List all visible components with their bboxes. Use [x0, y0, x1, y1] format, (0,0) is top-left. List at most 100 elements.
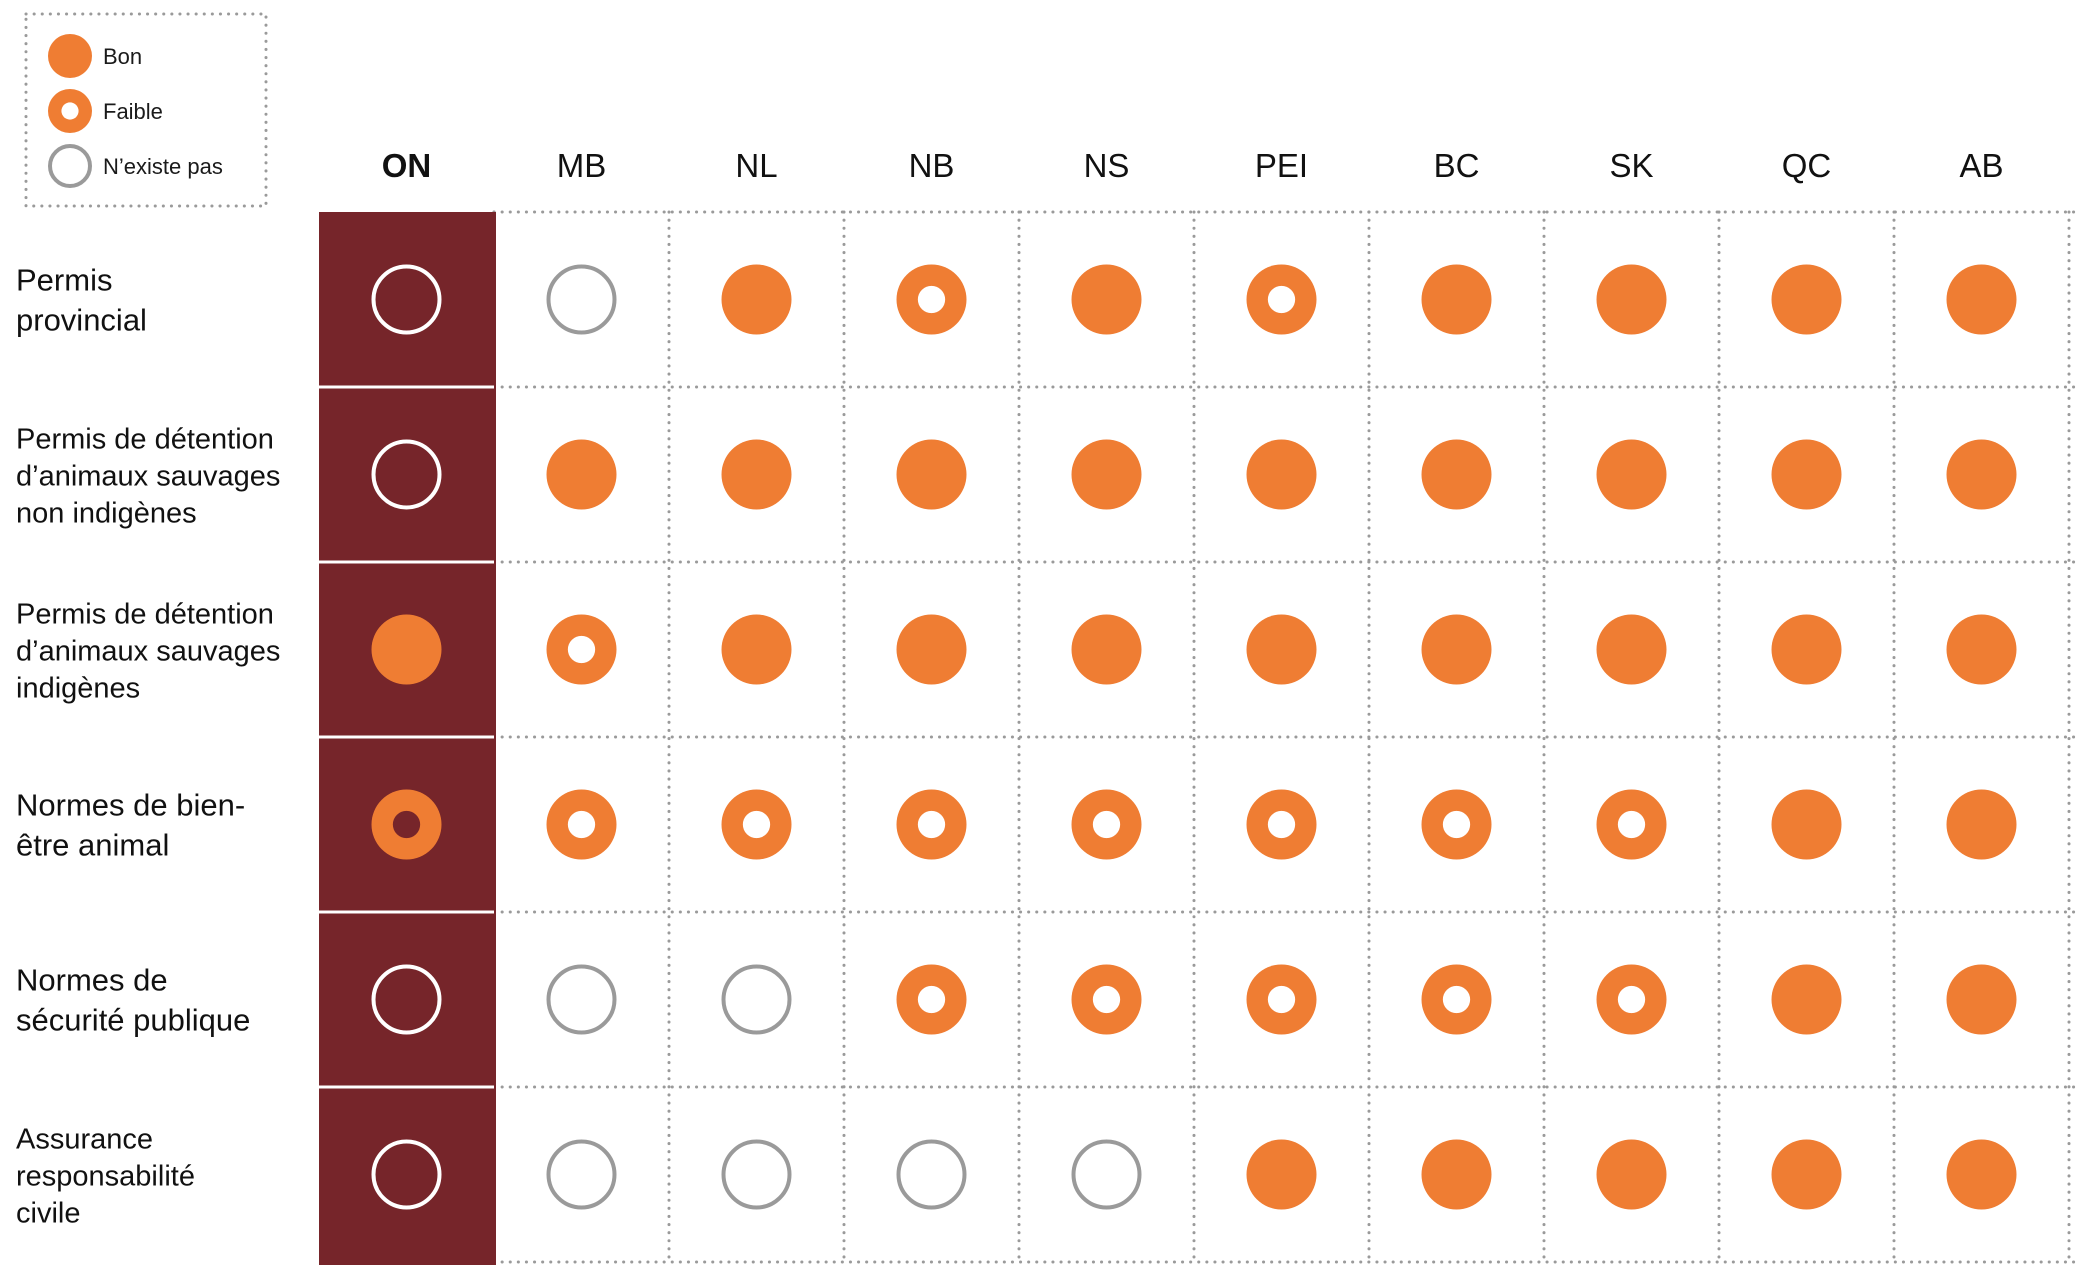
legend-label-good: Bon: [103, 44, 142, 69]
status-weak-dot-center: [1267, 985, 1296, 1014]
column-header-nl: NL: [735, 147, 777, 184]
status-weak-dot-center: [1442, 985, 1471, 1014]
status-good-dot: [1946, 439, 2017, 510]
status-weak-dot-center: [917, 285, 946, 314]
status-good-dot: [1771, 439, 1842, 510]
status-good-dot: [1246, 439, 1317, 510]
status-good-dot: [1771, 614, 1842, 685]
row-label-line: Permis de détention: [16, 599, 274, 631]
status-none-ring: [48, 144, 92, 188]
status-none-ring: [546, 1139, 617, 1210]
status-good-dot: [1946, 1139, 2017, 1210]
status-weak-dot-center: [742, 810, 771, 839]
column-header-nb: NB: [909, 147, 955, 184]
status-weak-dot-center: [1092, 985, 1121, 1014]
status-good-dot: [1771, 964, 1842, 1035]
status-good-dot: [1421, 614, 1492, 685]
status-good-dot: [1596, 439, 1667, 510]
status-none-ring: [721, 964, 792, 1035]
status-good-dot: [546, 439, 617, 510]
status-none-ring: [371, 1139, 442, 1210]
status-good-dot: [1946, 789, 2017, 860]
status-good-dot: [1071, 614, 1142, 685]
status-none-ring: [721, 1139, 792, 1210]
status-weak-dot-center: [1617, 810, 1646, 839]
status-weak-dot-center: [567, 810, 596, 839]
status-good-dot: [896, 439, 967, 510]
status-none-ring: [546, 964, 617, 1035]
row-label: Permis de détention d’animaux sauvages non…: [16, 424, 280, 530]
status-weak-dot-center: [1267, 285, 1296, 314]
grid-lines: [492, 210, 2081, 1264]
column-header-ns: NS: [1084, 147, 1130, 184]
row-label-line: Normes de: [16, 963, 168, 998]
status-good-dot: [1771, 789, 1842, 860]
status-good-dot: [1596, 1139, 1667, 1210]
row-label-line: Permis: [16, 263, 112, 298]
status-weak-dot-center: [917, 985, 946, 1014]
status-marks: [371, 264, 2017, 1210]
column-header-bc: BC: [1434, 147, 1480, 184]
status-weak-dot-center: [392, 810, 421, 839]
legend: Bon Faible N’existe pas: [24, 12, 268, 208]
status-none-ring: [371, 264, 442, 335]
row-label-line: indigènes: [16, 673, 140, 705]
column-header-on: ON: [382, 147, 432, 184]
row-label-line: provincial: [16, 303, 147, 338]
row-label-line: Permis de détention: [16, 424, 274, 456]
status-good-dot: [1421, 439, 1492, 510]
row-label-line: Assurance: [16, 1124, 153, 1156]
status-good-dot: [721, 439, 792, 510]
status-none-ring: [546, 264, 617, 335]
status-good-dot: [1421, 1139, 1492, 1210]
row-label-line: responsabilité: [16, 1161, 195, 1193]
legend-label-weak: Faible: [103, 99, 163, 124]
column-headers: ON MB NL NB NS PEI BC SK QC AB: [382, 147, 2004, 184]
status-weak-dot-center: [917, 810, 946, 839]
status-good-dot: [48, 34, 92, 78]
row-label: Normes de sécurité publique: [16, 963, 250, 1038]
status-good-dot: [1071, 439, 1142, 510]
status-none-ring: [1071, 1139, 1142, 1210]
status-weak-dot-center: [567, 635, 596, 664]
row-label-line: sécurité publique: [16, 1003, 250, 1038]
status-good-dot: [1771, 264, 1842, 335]
status-none-ring: [371, 964, 442, 1035]
row-label-line: d’animaux sauvages: [16, 461, 280, 493]
status-none-ring: [371, 439, 442, 510]
column-header-mb: MB: [557, 147, 607, 184]
row-label: Normes de bien-être animal: [16, 788, 245, 863]
status-weak-dot-center: [1442, 810, 1471, 839]
row-label-line: civile: [16, 1198, 80, 1230]
status-good-dot: [1246, 614, 1317, 685]
row-label-line: être animal: [16, 828, 169, 863]
row-label-line: Normes de bien-: [16, 788, 245, 823]
row-label: Permis de détention d’animaux sauvages ind…: [16, 599, 280, 705]
status-good-dot: [1596, 264, 1667, 335]
status-good-dot: [721, 264, 792, 335]
highlight-column: [319, 212, 496, 1265]
status-good-dot: [896, 614, 967, 685]
status-none-ring: [896, 1139, 967, 1210]
status-weak-dot-center: [1617, 985, 1646, 1014]
legend-label-none: N’existe pas: [103, 154, 223, 179]
status-weak-dot-center: [1267, 810, 1296, 839]
status-good-dot: [1596, 614, 1667, 685]
column-header-qc: QC: [1782, 147, 1832, 184]
legend-box: [24, 12, 268, 208]
status-good-dot: [1946, 964, 2017, 1035]
status-weak-dot-center: [1092, 810, 1121, 839]
row-label: Assurance responsabilité civile: [16, 1124, 195, 1230]
status-good-dot: [1946, 614, 2017, 685]
status-good-dot: [1771, 1139, 1842, 1210]
row-label: Permis provincial: [16, 263, 147, 338]
row-label-line: d’animaux sauvages: [16, 636, 280, 668]
row-labels: Permis provincial Permis de détention d’ani…: [16, 263, 280, 1230]
column-header-ab: AB: [1959, 147, 2003, 184]
status-good-dot: [371, 614, 442, 685]
status-good-dot: [1946, 264, 2017, 335]
row-label-line: non indigènes: [16, 498, 197, 530]
status-good-dot: [1421, 264, 1492, 335]
status-good-dot: [1071, 264, 1142, 335]
